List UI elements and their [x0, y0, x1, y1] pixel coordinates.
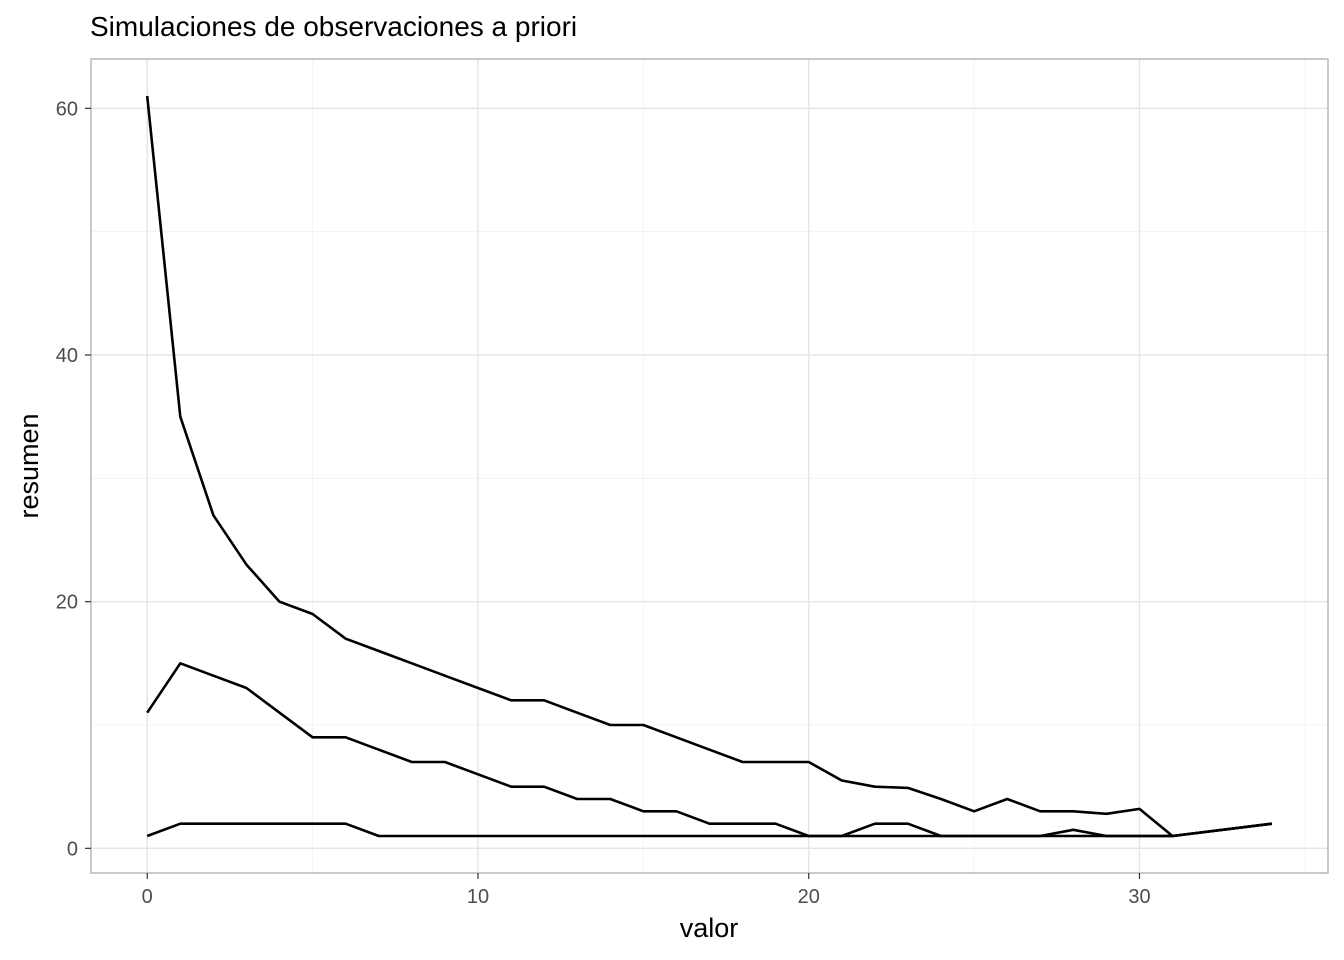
x-tick-label: 30	[1128, 886, 1150, 908]
series-line-3	[146, 822, 1272, 838]
x-axis-title: valor	[680, 913, 739, 943]
x-tick-label: 20	[798, 886, 820, 908]
y-tick-label: 0	[67, 838, 78, 860]
series-lines	[145, 95, 1272, 838]
x-tick-label: 10	[467, 886, 489, 908]
x-tick-label: 0	[142, 886, 153, 908]
y-tick-label: 60	[56, 98, 78, 120]
major-gridlines	[91, 59, 1328, 873]
y-tick-label: 40	[56, 345, 78, 367]
axis-ticks: 0 10 20 30 0 20 40 60	[56, 98, 1151, 908]
panel-border	[90, 58, 1329, 874]
chart-title: Simulaciones de observaciones a priori	[90, 11, 577, 42]
y-axis-title: resumen	[14, 413, 44, 518]
series-line-1	[145, 95, 1272, 838]
y-tick-label: 20	[56, 592, 78, 614]
